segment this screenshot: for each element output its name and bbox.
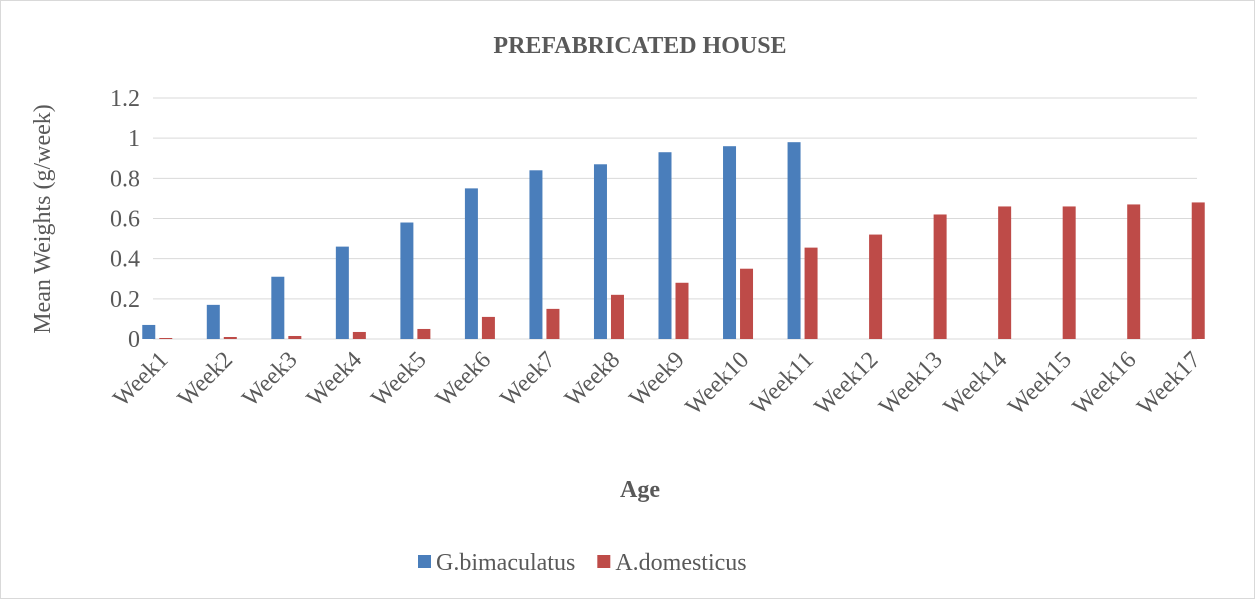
y-tick-label: 0 xyxy=(128,327,140,353)
bar xyxy=(1127,204,1141,339)
chart-title: PREFABRICATED HOUSE xyxy=(493,33,786,59)
bar xyxy=(223,336,237,339)
y-axis-title: Mean Weights (g/week) xyxy=(30,104,56,334)
y-tick-label: 1 xyxy=(128,126,140,152)
y-tick-label: 0.6 xyxy=(110,207,140,233)
bar xyxy=(142,324,156,339)
bar xyxy=(1062,206,1076,339)
y-tick-label: 0.2 xyxy=(110,287,140,313)
bar xyxy=(206,304,220,339)
bar xyxy=(271,276,285,339)
x-axis-title: Age xyxy=(620,477,660,503)
bar xyxy=(352,331,366,339)
bar xyxy=(610,294,624,339)
bar xyxy=(804,247,818,339)
bar xyxy=(658,152,672,339)
y-tick-label: 0.4 xyxy=(110,247,140,273)
bar xyxy=(400,222,414,339)
bar xyxy=(481,316,495,339)
legend-swatch xyxy=(418,555,431,568)
y-tick-label: 1.2 xyxy=(110,86,140,112)
bar xyxy=(675,282,689,339)
legend-label: A.domesticus xyxy=(615,550,746,576)
bar xyxy=(335,246,349,339)
bar xyxy=(723,146,737,339)
bar xyxy=(1191,202,1205,339)
bar xyxy=(546,308,560,339)
legend-label: G.bimaculatus xyxy=(436,550,575,576)
y-tick-label: 0.8 xyxy=(110,166,140,192)
legend-swatch xyxy=(597,555,611,568)
bar xyxy=(933,214,947,339)
bar xyxy=(740,268,754,339)
bar xyxy=(787,142,801,339)
bar xyxy=(464,188,478,339)
bar xyxy=(998,206,1012,339)
bar xyxy=(593,164,607,339)
bar xyxy=(288,335,302,339)
bar xyxy=(159,337,173,339)
bar xyxy=(529,170,543,339)
bar xyxy=(869,234,883,339)
bar xyxy=(417,328,431,339)
